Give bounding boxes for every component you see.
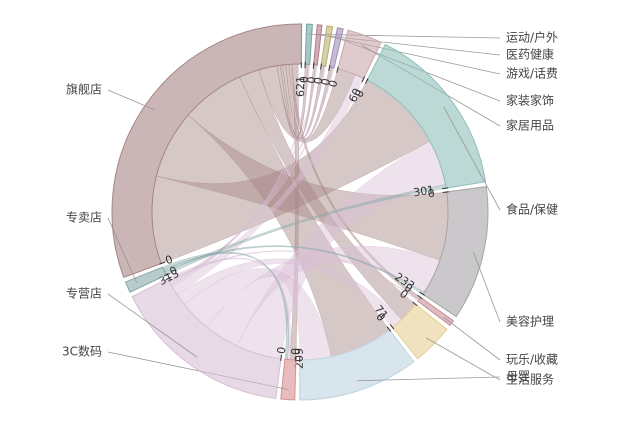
tick-mark: [442, 191, 449, 194]
leader-line: [356, 376, 501, 382]
tick-label: 0: [326, 79, 340, 89]
tick-mark: [312, 62, 315, 69]
tick-mark: [164, 272, 170, 277]
tick-label: 0: [312, 76, 326, 85]
node-label: 家居用品: [506, 118, 554, 133]
leader-line: [107, 89, 155, 111]
arcs: 0运动/户外0医药健康0游戏/话费0家装家饰060家居用品0301食品/保健02…: [62, 23, 558, 401]
tick-label: 621: [294, 76, 307, 97]
tick-mark: [389, 324, 395, 330]
tick-label: 0: [319, 77, 333, 86]
tick-mark: [159, 261, 166, 265]
tick-mark: [417, 294, 423, 300]
node-label: 玩乐/收藏: [506, 353, 558, 367]
tick-label: 0: [163, 253, 174, 268]
node-label: 专卖店: [66, 210, 102, 225]
tick-label: 0: [298, 76, 311, 83]
tick-mark: [320, 63, 322, 70]
node-arc: [422, 186, 489, 318]
ribbons: [151, 63, 449, 361]
tick-label: 0: [275, 346, 289, 355]
node-arc: [299, 329, 415, 401]
node-arc: [313, 24, 323, 66]
tick-label: 0: [305, 76, 319, 84]
node-arc: [111, 23, 303, 279]
tick-mark: [328, 64, 331, 71]
node-label: 旗舰店: [66, 82, 102, 97]
tick-label: 0: [168, 264, 180, 279]
node-label: 食品/保健: [506, 202, 558, 217]
leader-line: [443, 316, 501, 361]
tick-mark: [165, 276, 172, 280]
node-arc: [280, 358, 297, 401]
node-label: 游戏/话费: [506, 67, 558, 81]
tick-mark: [419, 291, 425, 296]
tick-label: 0: [289, 348, 302, 355]
tick-mark: [280, 354, 283, 361]
tick-mark: [386, 326, 392, 332]
node-label: 专营店: [66, 286, 102, 301]
node-arc: [124, 266, 167, 293]
node-arc: [131, 277, 282, 400]
leader-line: [473, 251, 501, 323]
tick-mark: [364, 78, 369, 84]
tick-label: 0: [427, 187, 436, 201]
tick-label: 301: [412, 183, 435, 199]
node-label: 医药健康: [506, 47, 554, 62]
tick-mark: [442, 187, 449, 190]
leader-line: [443, 106, 501, 211]
node-label: 母婴: [506, 370, 530, 384]
tick-label: 60: [346, 86, 364, 104]
node-arc: [304, 23, 313, 65]
node-label: 家装家饰: [506, 93, 554, 108]
tick-mark: [336, 66, 339, 73]
node-label: 运动/户外: [506, 30, 558, 45]
leader-line: [425, 337, 501, 381]
leader-line: [107, 293, 198, 358]
node-label: 3C数码: [62, 344, 102, 359]
node-arc: [366, 43, 487, 189]
tick-mark: [361, 76, 366, 83]
node-label: 美容护理: [506, 314, 554, 329]
node-label: 生活服务: [506, 372, 554, 387]
tick-mark: [412, 301, 418, 306]
